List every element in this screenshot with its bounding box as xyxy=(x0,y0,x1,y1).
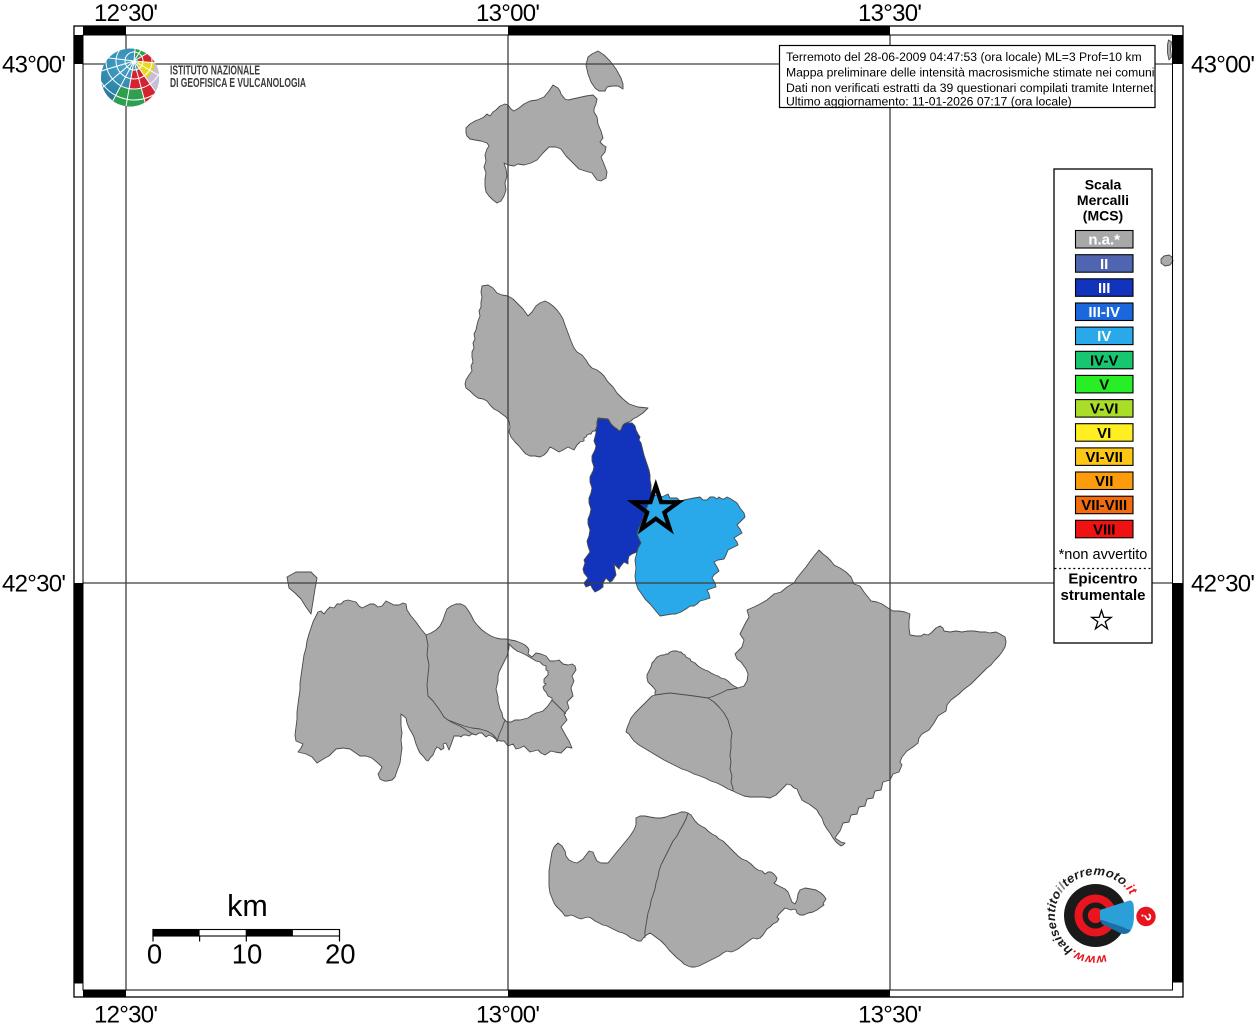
svg-text:(MCS): (MCS) xyxy=(1083,208,1123,224)
svg-text:*non avvertito: *non avvertito xyxy=(1059,547,1148,563)
svg-text:43°00': 43°00' xyxy=(1191,52,1255,79)
svg-text:III: III xyxy=(1098,280,1111,297)
svg-text:0: 0 xyxy=(147,938,162,969)
svg-text:12°30': 12°30' xyxy=(94,0,158,27)
svg-text:?: ? xyxy=(1138,911,1155,922)
svg-text:Ultimo aggiornamento: 11-01-20: Ultimo aggiornamento: 11-01-2026 07:17 (… xyxy=(786,95,1072,109)
svg-text:Mercalli: Mercalli xyxy=(1077,192,1129,208)
svg-text:VII-VIII: VII-VIII xyxy=(1081,497,1127,514)
svg-text:13°30': 13°30' xyxy=(858,1002,922,1025)
svg-text:12°30': 12°30' xyxy=(94,1002,158,1025)
svg-text:VII: VII xyxy=(1095,473,1113,490)
svg-text:ISTITUTO NAZIONALE: ISTITUTO NAZIONALE xyxy=(170,64,260,78)
svg-text:IV-V: IV-V xyxy=(1090,352,1118,369)
svg-text:II: II xyxy=(1100,256,1108,273)
svg-text:42°30': 42°30' xyxy=(1191,571,1255,598)
svg-text:DI GEOFISICA E VULCANOLOGIA: DI GEOFISICA E VULCANOLOGIA xyxy=(170,76,306,90)
svg-text:13°00': 13°00' xyxy=(476,1002,540,1025)
svg-text:Terremoto del 28-06-2009 04:47: Terremoto del 28-06-2009 04:47:53 (ora l… xyxy=(786,50,1142,64)
svg-text:Dati non verificati estratti d: Dati non verificati estratti da 39 quest… xyxy=(786,81,1157,95)
svg-text:VI-VII: VI-VII xyxy=(1085,449,1123,466)
svg-text:V: V xyxy=(1099,377,1109,394)
svg-text:Epicentro: Epicentro xyxy=(1068,571,1137,588)
svg-text:III-IV: III-IV xyxy=(1088,304,1120,321)
svg-text:n.a.*: n.a.* xyxy=(1088,232,1120,249)
svg-text:20: 20 xyxy=(325,938,356,969)
svg-text:13°00': 13°00' xyxy=(476,0,540,27)
svg-text:strumentale: strumentale xyxy=(1060,587,1145,604)
svg-text:km: km xyxy=(227,889,268,923)
svg-text:42°30': 42°30' xyxy=(2,571,66,598)
svg-text:Mappa preliminare delle intens: Mappa preliminare delle intensità macros… xyxy=(786,65,1155,79)
svg-text:IV: IV xyxy=(1097,328,1111,345)
svg-text:VI: VI xyxy=(1097,425,1111,442)
svg-text:V-VI: V-VI xyxy=(1090,401,1118,418)
svg-text:43°00': 43°00' xyxy=(2,52,66,79)
svg-text:Scala: Scala xyxy=(1085,176,1122,192)
svg-text:10: 10 xyxy=(232,938,263,969)
svg-text:13°30': 13°30' xyxy=(858,0,922,27)
svg-text:VIII: VIII xyxy=(1093,521,1116,538)
